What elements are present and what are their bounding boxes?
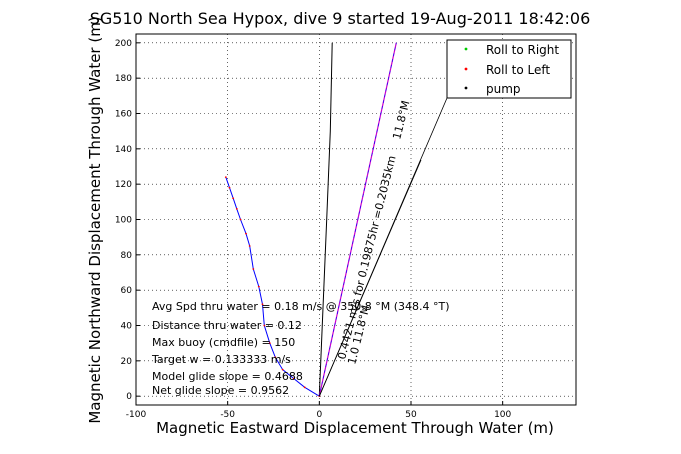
y-tick-label: 60 xyxy=(121,286,133,296)
annotation-distance: Distance thru water = 0.12 xyxy=(152,319,302,332)
annotation-max-buoy: Max buoy (cmdfile) = 150 xyxy=(152,336,295,349)
x-axis-label: Magnetic Eastward Displacement Through W… xyxy=(156,419,554,437)
x-tick-label: 50 xyxy=(405,410,417,420)
y-tick-label: 120 xyxy=(115,180,132,190)
y-tick-label: 20 xyxy=(121,357,133,367)
x-tick-label: 0 xyxy=(316,410,322,420)
legend-label-left: Roll to Left xyxy=(486,63,550,77)
roll-left-point xyxy=(252,268,255,270)
marks xyxy=(224,42,448,398)
roll-left-point xyxy=(281,368,284,371)
y-tick-label: 40 xyxy=(121,322,133,332)
roll-left-point xyxy=(263,324,266,327)
legend-label-right: Roll to Right xyxy=(486,43,559,57)
legend-label-pump: pump xyxy=(486,82,521,96)
y-tick-label: 160 xyxy=(115,110,132,120)
roll-left-point xyxy=(232,197,235,200)
x-tick-label: 100 xyxy=(494,410,511,420)
y-tick-label: 180 xyxy=(115,74,132,84)
y-tick-label: 140 xyxy=(115,145,132,155)
roll-left-point xyxy=(235,208,238,210)
legend-marker-right xyxy=(464,47,468,51)
roll-left-point xyxy=(257,285,260,288)
chart-title: SG510 North Sea Hypox, dive 9 started 19… xyxy=(90,9,591,28)
roll-left-point xyxy=(292,377,295,380)
roll-left-point xyxy=(228,186,231,189)
roll-left-point xyxy=(239,218,242,221)
y-tick-label: 200 xyxy=(115,39,132,49)
ticks: -100 -50 0 50 100 0 20 40 60 80 100 120 140 160 180 200 xyxy=(115,39,512,420)
legend-box xyxy=(446,39,572,99)
x-tick-label: -100 xyxy=(126,410,147,420)
glide-track-dash xyxy=(319,42,397,397)
annotation-avg-speed: Avg Spd thru water = 0.18 m/s @ 350.8 °M… xyxy=(152,300,450,313)
y-tick-label: 0 xyxy=(126,392,132,402)
annotation-net-glide: Net glide slope = 0.9562 xyxy=(152,384,289,397)
pump-line xyxy=(318,42,333,397)
grid xyxy=(135,34,576,405)
leader-line-2 xyxy=(318,159,422,397)
y-axis-label: Magnetic Northward Displacement Through … xyxy=(86,16,104,423)
roll-left-point xyxy=(268,342,271,345)
legend-marker-pump xyxy=(464,86,468,90)
roll-left-point xyxy=(274,356,277,359)
y-tick-label: 80 xyxy=(121,251,133,261)
annotation-model-glide: Model glide slope = 0.4688 xyxy=(152,370,303,383)
roll-left-point xyxy=(224,176,227,179)
y-tick-label: 100 xyxy=(115,216,132,226)
legend-marker-left xyxy=(464,67,468,71)
roll-left-point xyxy=(261,303,264,306)
legend: Roll to Right Roll to Left pump xyxy=(446,39,572,99)
roll-left-point xyxy=(248,245,251,247)
annotation-target-w: Target w = 0.133333 m/s xyxy=(151,353,291,366)
roll-left-point xyxy=(245,232,247,235)
x-tick-label: -50 xyxy=(220,410,235,420)
roll-left-point xyxy=(303,386,306,389)
annotations: Avg Spd thru water = 0.18 m/s @ 350.8 °M… xyxy=(151,300,450,397)
